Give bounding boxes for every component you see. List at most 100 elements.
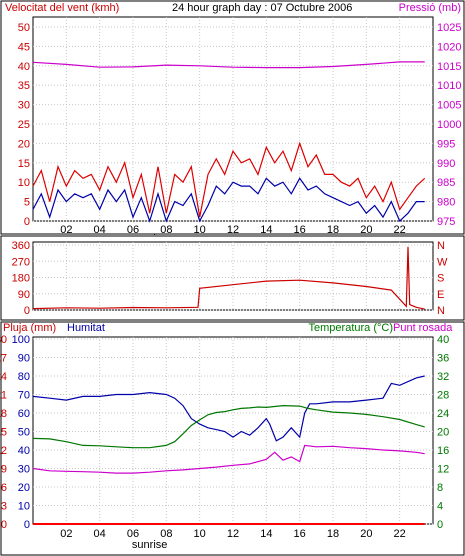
- temperature-tick-label: 12: [437, 464, 449, 476]
- pressure-line: [32, 61, 425, 69]
- pressure-tick-label: 980: [437, 197, 455, 209]
- x-tick-label: 04: [94, 528, 106, 540]
- humidity-line: [32, 375, 425, 442]
- x-tick-label: 12: [227, 528, 239, 540]
- humidity-axis-title: Humitat: [67, 322, 105, 334]
- pressure-tick-label: 975: [437, 216, 455, 228]
- direction-tick-label: 0: [24, 305, 30, 317]
- panel-1-grid: [32, 16, 434, 222]
- x-tick-label: 14: [260, 528, 272, 540]
- temperature-tick-label: 24: [437, 408, 449, 420]
- wind-tick-label: 0: [24, 216, 30, 228]
- x-tick-label: 16: [294, 224, 306, 236]
- rain-axis-title: Pluja (mm): [3, 322, 56, 334]
- temperature-tick-label: 36: [437, 353, 449, 365]
- compass-tick-label: N: [437, 305, 445, 317]
- wind-tick-label: 20: [18, 138, 30, 150]
- humidity-tick-label: 0: [24, 519, 30, 531]
- panel-2-series: [32, 246, 425, 310]
- pressure-tick-label: 1010: [437, 80, 461, 92]
- wind-tick-label: 40: [18, 61, 30, 73]
- x-tick-label: 22: [394, 528, 406, 540]
- pressure-axis-title: Pressió (mb): [399, 2, 461, 14]
- humidity-tick-label: 100: [12, 334, 30, 346]
- x-tick-label: 22: [394, 224, 406, 236]
- panel-1-series: [32, 61, 426, 223]
- wind_gust-line: [32, 141, 426, 218]
- panel-3-grid: [32, 336, 434, 525]
- wind_avg-line: [32, 177, 425, 223]
- rain-tick-label: 27: [0, 353, 7, 365]
- rain-tick-label: 6: [1, 482, 7, 494]
- wind-tick-label: 5: [24, 197, 30, 209]
- x-tick-label: 08: [160, 224, 172, 236]
- x-tick-label: 10: [194, 224, 206, 236]
- wind-tick-label: 30: [18, 100, 30, 112]
- humidity-tick-label: 60: [18, 408, 30, 420]
- rain-tick-label: 24: [0, 371, 7, 383]
- temperature-tick-label: 32: [437, 371, 449, 383]
- panel-1-ticks: 0510152025303540455097598098599099510001…: [18, 22, 462, 245]
- rain-tick-label: 18: [0, 408, 7, 420]
- humidity-tick-label: 50: [18, 427, 30, 439]
- wind-tick-label: 45: [18, 41, 30, 53]
- rain-tick-label: 0: [1, 519, 7, 531]
- direction-tick-label: 180: [12, 273, 30, 285]
- chart-title: 24 hour graph day : 07 Octubre 2006: [172, 2, 352, 14]
- temperature-tick-label: 20: [437, 427, 449, 439]
- direction-tick-label: 270: [12, 256, 30, 268]
- temperature-tick-label: 40: [437, 334, 449, 346]
- rain-tick-label: 12: [0, 445, 7, 457]
- wind-tick-label: 25: [18, 119, 30, 131]
- pressure-tick-label: 1000: [437, 119, 461, 131]
- compass-tick-label: W: [437, 256, 448, 268]
- rain-tick-label: 9: [1, 464, 7, 476]
- temperature-tick-label: 8: [437, 482, 443, 494]
- x-tick-label: 06: [127, 528, 139, 540]
- wind-tick-label: 10: [18, 177, 30, 189]
- pressure-tick-label: 985: [437, 177, 455, 189]
- wind-axis-title: Velocitat del vent (kmh): [5, 2, 119, 14]
- humidity-tick-label: 90: [18, 353, 30, 365]
- x-tick-label: 02: [60, 224, 72, 236]
- temperature-tick-label: 0: [437, 519, 443, 531]
- direction-tick-label: 360: [12, 240, 30, 252]
- wind-tick-label: 15: [18, 158, 30, 170]
- compass-tick-label: S: [437, 273, 444, 285]
- x-tick-label: 06: [127, 224, 139, 236]
- panel-2-grid: [32, 241, 434, 311]
- humidity-tick-label: 70: [18, 390, 30, 402]
- direction-tick-label: 90: [18, 289, 30, 301]
- panel-3-ticks: 0369121518212427300102030405060708090100…: [0, 334, 449, 551]
- pressure-tick-label: 1025: [437, 22, 461, 34]
- x-tick-label: 02: [60, 528, 72, 540]
- temperature-tick-label: 16: [437, 445, 449, 457]
- x-tick-label: 18: [327, 528, 339, 540]
- compass-tick-label: N: [437, 240, 445, 252]
- rain-tick-label: 21: [0, 390, 7, 402]
- humidity-tick-label: 20: [18, 482, 30, 494]
- direction-line: [32, 246, 425, 310]
- temperature-tick-label: 28: [437, 390, 449, 402]
- pressure-tick-label: 1015: [437, 61, 461, 73]
- wind-tick-label: 35: [18, 80, 30, 92]
- wind-tick-label: 50: [18, 22, 30, 34]
- x-tick-label: 20: [360, 224, 372, 236]
- x-tick-label: 16: [294, 528, 306, 540]
- temperature-line: [32, 404, 425, 449]
- sunrise-label: sunrise: [132, 539, 167, 551]
- temperature-tick-label: 4: [437, 501, 443, 513]
- x-tick-label: 04: [94, 224, 106, 236]
- temperature-axis-title: Temperatura (°C): [309, 322, 393, 334]
- x-tick-label: 14: [260, 224, 272, 236]
- panel-3-humidity-temperature: 0369121518212427300102030405060708090100…: [0, 321, 465, 556]
- panel-1-wind-pressure: 0510152025303540455097598098599099510001…: [0, 0, 465, 245]
- x-tick-label: 20: [360, 528, 372, 540]
- humidity-tick-label: 30: [18, 464, 30, 476]
- x-tick-label: 10: [194, 528, 206, 540]
- dewpoint-line: [32, 444, 425, 474]
